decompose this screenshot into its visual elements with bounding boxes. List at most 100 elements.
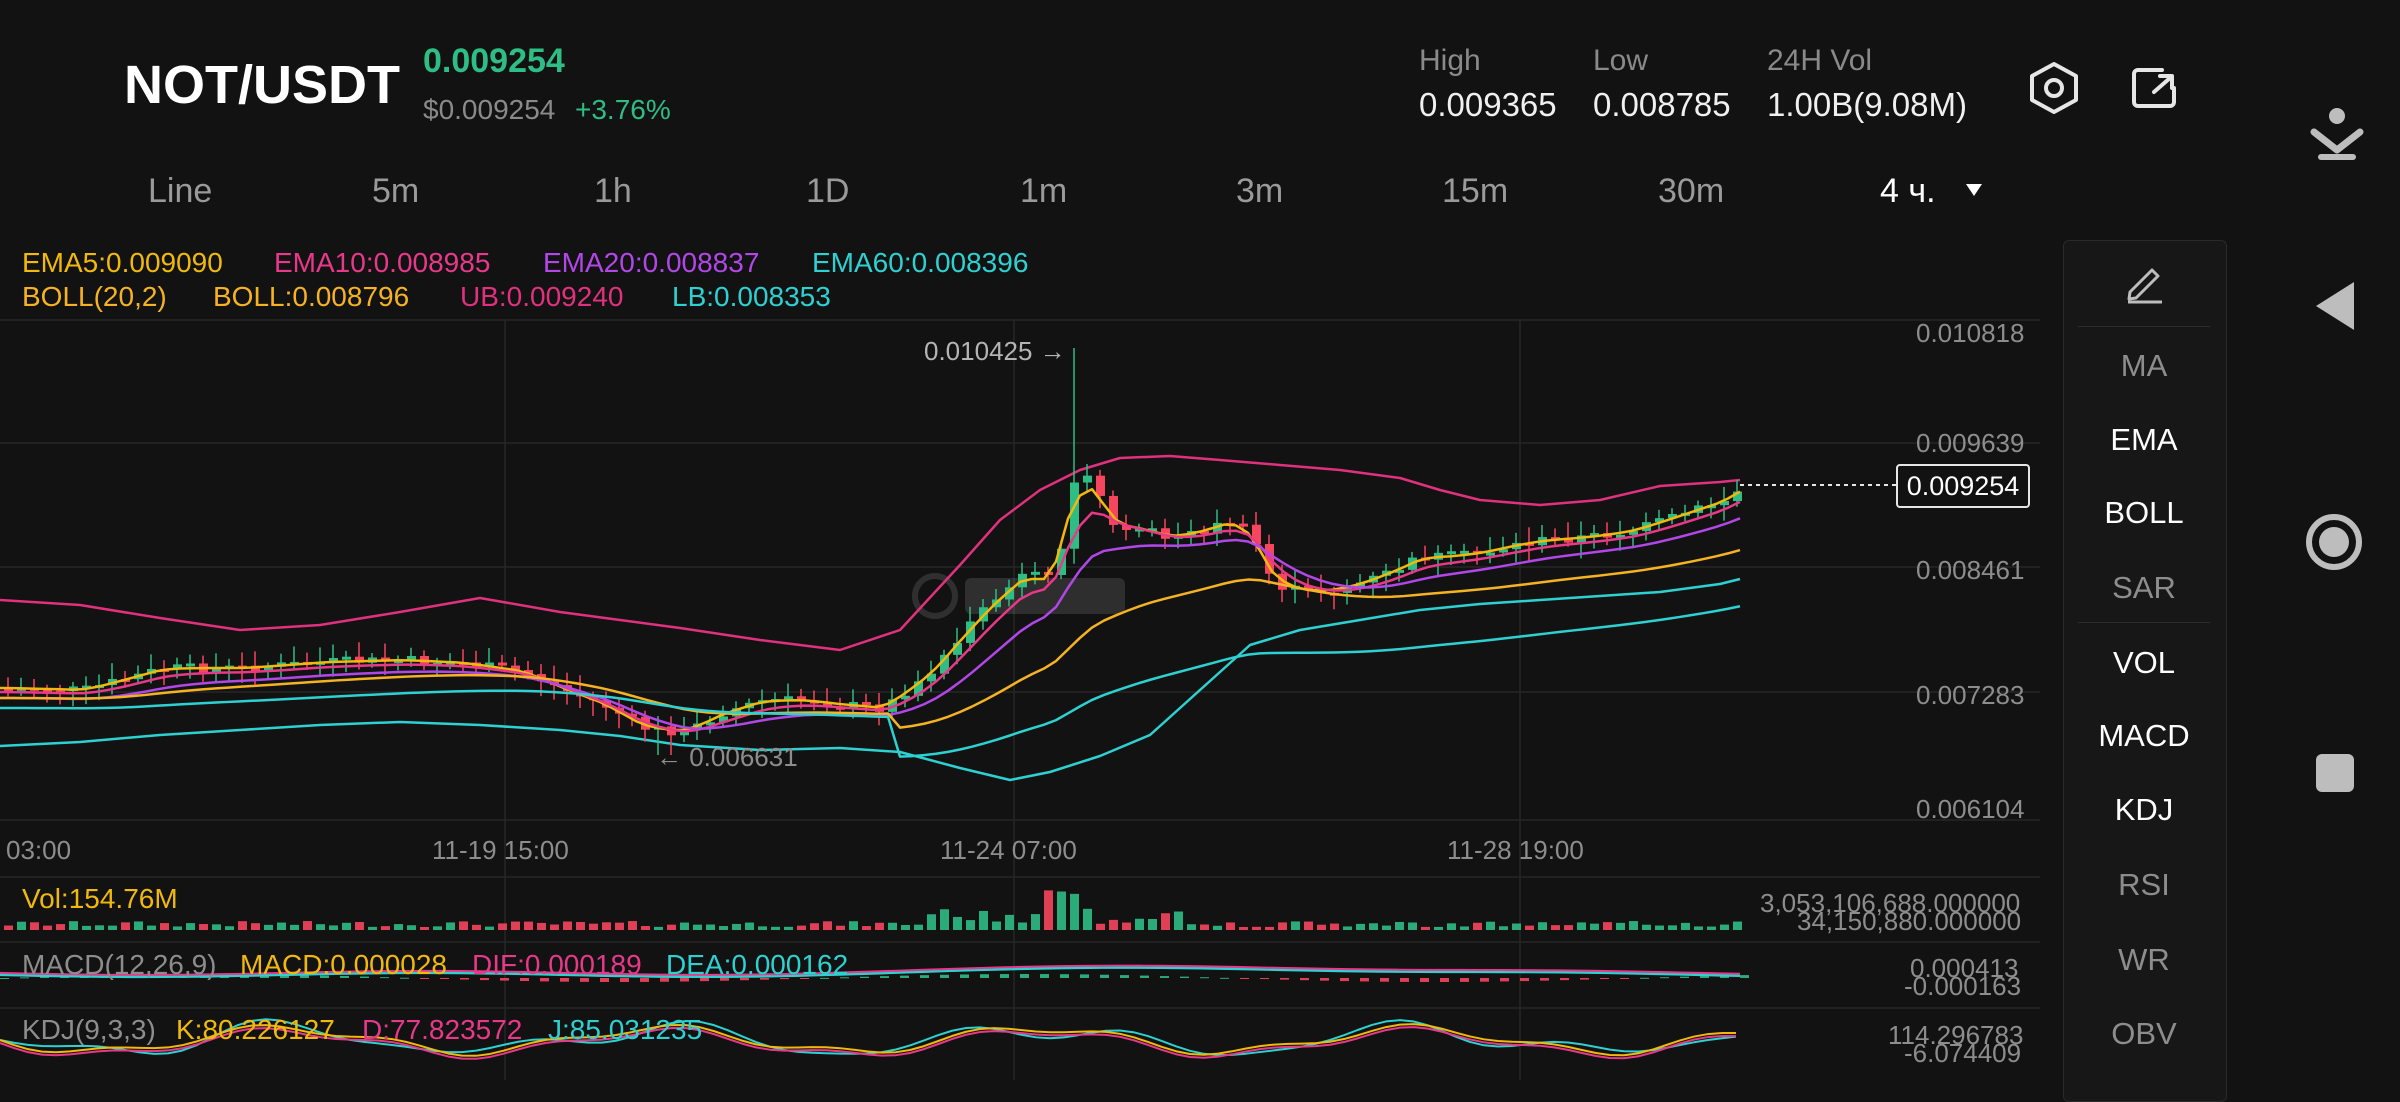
candle-body — [264, 666, 273, 672]
pair-title[interactable]: NOT/USDT — [124, 55, 400, 115]
legend-ema5: EMA5:0.009090 — [22, 247, 223, 278]
indicator-rsi[interactable]: RSI — [2118, 867, 2170, 902]
macd-histogram-bar — [1500, 978, 1509, 982]
time-axis-label: 11-28 19:00 — [1447, 835, 1584, 865]
candle-body — [1109, 495, 1118, 525]
tab-1h[interactable]: 1h — [594, 172, 632, 210]
macd-histogram-bar — [780, 978, 789, 980]
volume-bar — [147, 925, 156, 930]
macd-histogram-bar — [580, 978, 589, 982]
candle-body — [862, 702, 871, 706]
caret-down-icon[interactable] — [1964, 182, 1984, 203]
volume-bar — [875, 922, 884, 930]
tab-15m[interactable]: 15m — [1442, 172, 1509, 210]
volume-bar — [901, 924, 910, 930]
indicator-sar[interactable]: SAR — [2112, 570, 2176, 605]
kdj-axis-top: 114.296783 — [1888, 1020, 2024, 1050]
volume-bar — [342, 922, 351, 930]
chart-grid — [0, 319, 2040, 1080]
ema5-line — [0, 487, 1741, 732]
price-axis-label: 0.008461 — [1916, 555, 2025, 585]
macd-histogram-bar — [1680, 976, 1689, 978]
candle-body — [186, 663, 195, 667]
candle-body — [43, 689, 52, 693]
candle-body — [953, 642, 962, 655]
tab-3m[interactable]: 3m — [1236, 172, 1284, 210]
volume-bar — [1161, 913, 1170, 930]
candle-body — [927, 673, 936, 682]
volume-bar — [1538, 922, 1547, 930]
legend-ema20: EMA20:0.008837 — [543, 247, 760, 278]
settings-hexagon-icon[interactable] — [2024, 58, 2084, 118]
volume-bar — [797, 925, 806, 930]
volume-bar — [563, 921, 572, 930]
pencil-icon[interactable] — [2122, 260, 2166, 309]
volume-bar — [199, 924, 208, 930]
tab-line[interactable]: Line — [148, 172, 213, 210]
volume-bar — [1512, 923, 1521, 930]
tab-1d[interactable]: 1D — [806, 172, 850, 210]
volume-bar — [1317, 924, 1326, 930]
indicator-kdj[interactable]: KDJ — [2114, 792, 2174, 827]
recents-square-icon[interactable] — [2314, 752, 2356, 799]
volume-bar — [1005, 914, 1014, 930]
indicator-wr[interactable]: WR — [2118, 942, 2170, 977]
volume-bar — [1720, 924, 1729, 930]
volume-bar — [277, 922, 286, 930]
macd-histogram-bar — [560, 978, 569, 982]
macd-histogram-bar — [1400, 978, 1409, 982]
volume-bar — [17, 921, 26, 930]
home-circle-icon[interactable] — [2304, 512, 2364, 577]
fullscreen-toggle-icon[interactable] — [2124, 58, 2184, 118]
candle-body — [82, 685, 91, 689]
watermark-logo — [912, 573, 1125, 619]
volume-bar — [43, 925, 52, 930]
candle-body — [1148, 528, 1157, 532]
indicator-vol[interactable]: VOL — [2112, 645, 2176, 680]
volume-bar — [849, 921, 858, 930]
macd-histogram-bar — [1580, 978, 1589, 980]
download-arrow-icon[interactable] — [2310, 106, 2364, 167]
volume-bar — [784, 926, 793, 930]
tab-5m[interactable]: 5m — [372, 172, 420, 210]
kline-chart[interactable] — [0, 0, 2040, 1080]
volume-bar — [771, 926, 780, 930]
macd-histogram-bar — [500, 978, 509, 981]
volume-bar — [1733, 921, 1742, 930]
volume-bar — [95, 925, 104, 930]
volume-bar — [836, 925, 845, 930]
macd-histogram-bar — [340, 975, 349, 978]
indicator-ma[interactable]: MA — [2120, 348, 2168, 383]
candle-body — [719, 716, 728, 723]
candle-body — [1460, 550, 1469, 554]
macd-histogram-bar — [1080, 974, 1089, 978]
tab-4h[interactable]: 4 ч. — [1880, 172, 1936, 210]
macd-histogram-bar — [920, 975, 929, 978]
macd-histogram-bar — [280, 974, 289, 978]
volume-bar — [30, 922, 39, 930]
indicator-boll[interactable]: BOLL — [2104, 495, 2184, 530]
volume-bar — [1642, 924, 1651, 930]
macd-histogram-bar — [980, 974, 989, 978]
candle-body — [407, 655, 416, 661]
volume-bar — [1265, 926, 1274, 930]
back-triangle-icon[interactable] — [2312, 278, 2358, 339]
macd-histogram-bar — [1180, 976, 1189, 978]
volume-bar — [1057, 891, 1066, 930]
tab-1m[interactable]: 1m — [1020, 172, 1068, 210]
indicator-obv[interactable]: OBV — [2111, 1016, 2177, 1051]
legend-boll-lb: LB:0.008353 — [672, 281, 831, 312]
volume-bar — [1499, 926, 1508, 930]
indicator-macd[interactable]: MACD — [2098, 718, 2190, 753]
tab-30m[interactable]: 30m — [1658, 172, 1725, 210]
volume-bar — [1473, 922, 1482, 930]
macd-histogram-bar — [480, 978, 489, 981]
panel-divider — [2078, 622, 2210, 623]
indicator-ema[interactable]: EMA — [2110, 422, 2178, 457]
volume-bar — [1135, 918, 1144, 930]
macd-histogram-bar — [640, 978, 649, 982]
candle-body — [498, 662, 507, 666]
volume-bar — [524, 921, 533, 930]
volume-bar — [160, 923, 169, 930]
volume-bar — [1694, 926, 1703, 930]
